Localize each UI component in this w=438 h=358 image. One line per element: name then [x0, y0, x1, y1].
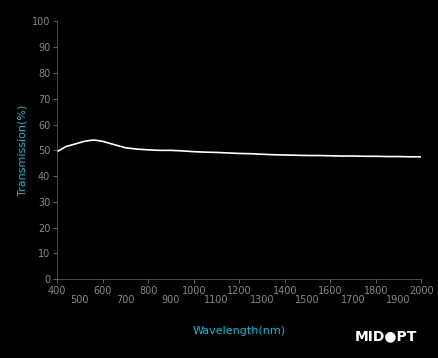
Y-axis label: Transmission(%): Transmission(%) — [18, 105, 28, 196]
Text: 1300: 1300 — [249, 295, 274, 305]
Text: 700: 700 — [116, 295, 134, 305]
Text: 900: 900 — [161, 295, 180, 305]
Text: 1500: 1500 — [295, 295, 319, 305]
Text: Wavelength(nm): Wavelength(nm) — [192, 326, 285, 336]
Text: 1100: 1100 — [204, 295, 228, 305]
Text: 1700: 1700 — [340, 295, 364, 305]
Text: 1900: 1900 — [385, 295, 410, 305]
Text: 500: 500 — [71, 295, 89, 305]
Text: MID●PT: MID●PT — [354, 330, 417, 344]
